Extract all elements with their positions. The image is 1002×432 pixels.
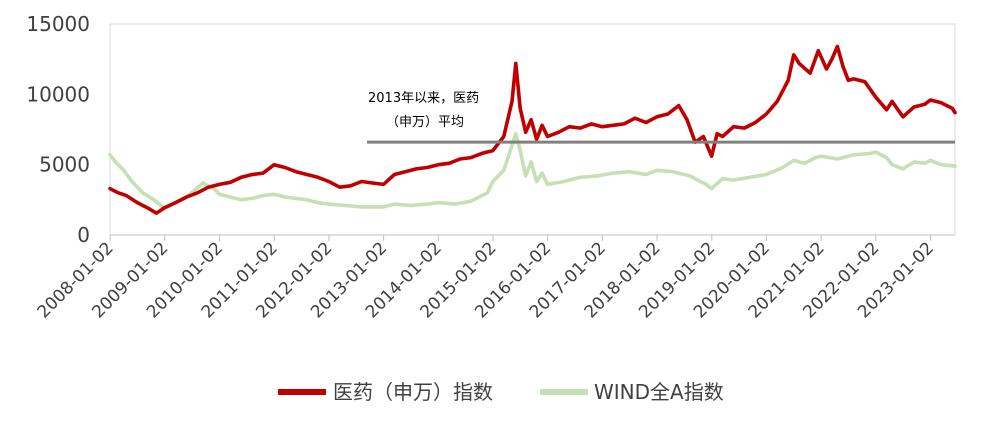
x-axis: 2008-01-022009-01-022010-01-022011-01-02… bbox=[34, 234, 955, 322]
annotation-line-1: 2013年以来，医药 bbox=[368, 91, 479, 106]
series-line-pharma bbox=[108, 44, 957, 215]
annotation: 2013年以来，医药 （申万）平均 bbox=[367, 91, 955, 144]
y-tick-label: 5000 bbox=[39, 153, 90, 177]
series-line-wind bbox=[108, 131, 957, 211]
y-tick-label: 15000 bbox=[26, 12, 90, 36]
legend-label-wind: WIND全A指数 bbox=[594, 380, 724, 404]
series-layer bbox=[108, 44, 957, 215]
annotation-line-2: （申万）平均 bbox=[386, 115, 464, 130]
y-axis-ticks: 0 5000 10000 15000 bbox=[26, 12, 90, 247]
y-tick-label: 10000 bbox=[26, 82, 90, 106]
legend: 医药（申万）指数 WIND全A指数 bbox=[278, 380, 724, 404]
legend-label-pharma: 医药（申万）指数 bbox=[333, 380, 493, 404]
y-tick-label: 0 bbox=[77, 223, 90, 247]
